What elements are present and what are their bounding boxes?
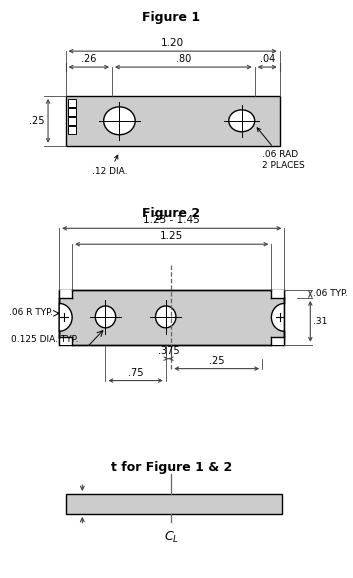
Ellipse shape [156, 306, 176, 328]
Text: .06 R TYP.: .06 R TYP. [9, 308, 53, 317]
Text: .75: .75 [128, 368, 143, 377]
Bar [271, 290, 285, 298]
Text: .26: .26 [81, 54, 96, 64]
Text: .25: .25 [29, 116, 44, 126]
Ellipse shape [229, 110, 255, 132]
Bar [271, 337, 285, 344]
Bar [68, 99, 76, 107]
Text: t for Figure 1 & 2: t for Figure 1 & 2 [111, 461, 232, 474]
Text: .375: .375 [158, 346, 179, 355]
Text: .04: .04 [259, 54, 275, 64]
Bar [68, 126, 76, 134]
Wedge shape [271, 303, 285, 331]
Wedge shape [59, 303, 72, 331]
Text: .06 RAD
2 PLACES: .06 RAD 2 PLACES [257, 128, 305, 169]
Text: .80: .80 [176, 54, 191, 64]
Bar [66, 494, 282, 514]
Text: .25: .25 [209, 355, 225, 366]
Bar [68, 117, 76, 125]
Bar [59, 290, 72, 298]
Text: Figure 1: Figure 1 [142, 12, 201, 24]
Bar [66, 96, 280, 146]
Text: .31: .31 [313, 317, 328, 326]
Text: 1.25: 1.25 [160, 231, 184, 241]
Text: Figure 2: Figure 2 [142, 208, 201, 220]
Text: 0.125 DIA. TYP.: 0.125 DIA. TYP. [11, 335, 78, 344]
Text: .12 DIA.: .12 DIA. [92, 155, 128, 176]
Text: .06 TYP.: .06 TYP. [313, 290, 348, 298]
Ellipse shape [104, 107, 135, 135]
Bar [59, 290, 285, 344]
Text: $\mathit{C}_L$: $\mathit{C}_L$ [164, 530, 179, 545]
Text: 1.20: 1.20 [161, 38, 184, 48]
Ellipse shape [95, 306, 116, 328]
Bar [68, 108, 76, 116]
Bar [59, 337, 72, 344]
Text: 1.23 - 1.45: 1.23 - 1.45 [143, 216, 200, 225]
